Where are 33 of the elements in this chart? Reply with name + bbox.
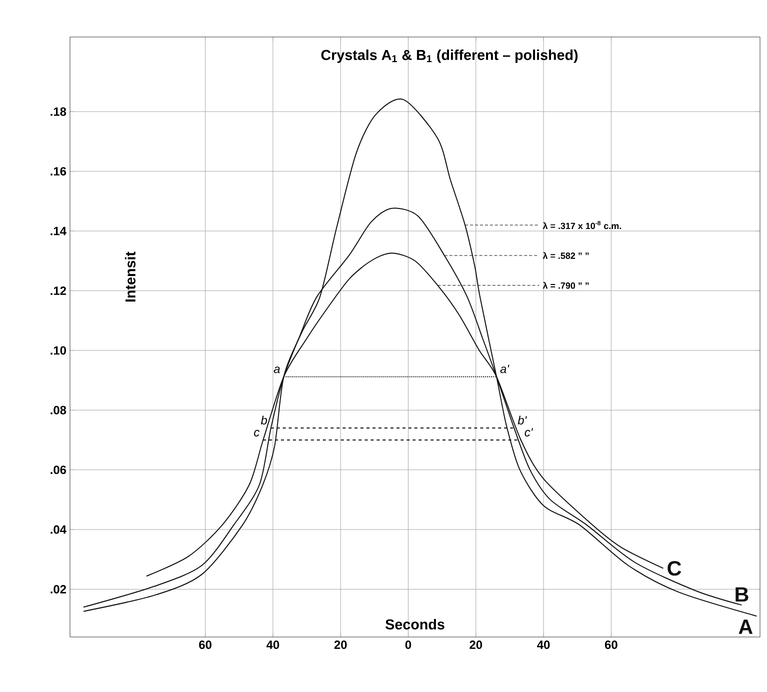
y-tick-label: .16 (50, 167, 66, 176)
y-tick-label: .10 (50, 346, 66, 355)
y-tick-label: .06 (50, 466, 66, 474)
annotation: b (260, 416, 268, 425)
x-tick-label: 60 (604, 640, 618, 649)
x-tick-label: 40 (266, 640, 280, 649)
y-tick-label: .18 (50, 107, 66, 116)
y-tick-label: .04 (50, 525, 66, 534)
x-tick-label: 60 (199, 640, 212, 649)
y-tick-label: .08 (50, 406, 66, 414)
annotation: a (274, 366, 280, 374)
series-label: A (738, 620, 753, 634)
annotation: λ = .790 ” ” (542, 282, 589, 289)
line-series (83, 99, 758, 617)
x-tick-label: 40 (537, 640, 550, 649)
annotation: b' (518, 416, 527, 425)
text: Crystals A$_{1}$ & B$_{1}$ (different – polished) (321, 50, 578, 63)
annotation: c' (524, 428, 533, 436)
line-series (146, 252, 664, 577)
annotation: c (254, 430, 260, 436)
series-label: C (668, 561, 682, 576)
x-tick-label: 20 (470, 640, 482, 649)
series-label: B (736, 587, 748, 602)
x-tick-label: 0 (405, 640, 412, 649)
y-axis-title: Intensit (124, 252, 136, 302)
annotation: λ = .582 ” ” (542, 252, 589, 259)
y-tick-label: .14 (50, 226, 66, 236)
y-tick-label: .12 (50, 286, 66, 295)
x-axis-title: Seconds (386, 618, 444, 630)
annotation: λ = .317 x 10$^{-8}$ c.m. (542, 221, 621, 230)
x-tick-label: 20 (334, 640, 347, 649)
y-tick-label: .02 (50, 585, 66, 594)
annotation: a' (500, 364, 510, 374)
